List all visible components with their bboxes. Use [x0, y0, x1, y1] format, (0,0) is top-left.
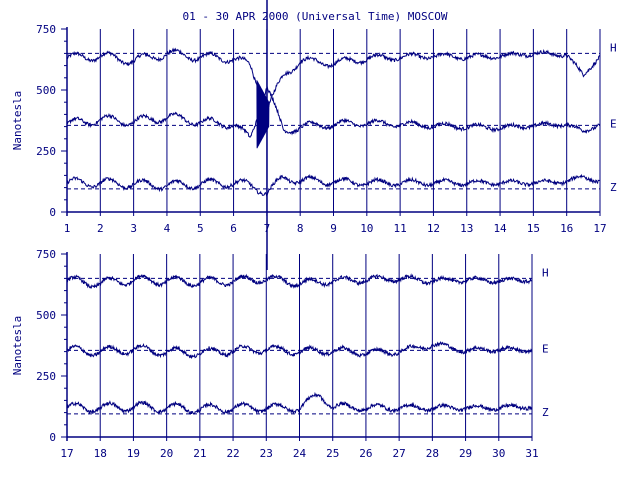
chart-panel-bottom: 0 250 500 750 17 18 19 20 21 22 23 24 25 26 27 28 29 30 31…	[11, 248, 549, 460]
x-tick-label: 19	[127, 447, 140, 460]
x-tick-label: 26	[359, 447, 372, 460]
y-tick-label: 0	[49, 206, 56, 219]
series-label-e: E	[610, 117, 617, 130]
y-tick-label: 750	[36, 248, 56, 261]
x-tick-label: 4	[164, 222, 171, 235]
chart-panel-top: 02505007501234567891011121314151617Nanot…	[11, 23, 617, 235]
x-tick-label: 18	[94, 447, 107, 460]
x-tick-label: 23	[260, 447, 273, 460]
series-label-z: Z	[542, 406, 549, 419]
series-line-e	[66, 85, 601, 139]
x-tick-label: 17	[60, 447, 73, 460]
x-tick-label: 22	[226, 447, 239, 460]
y-tick-label: 500	[36, 84, 56, 97]
x-tick-label: 9	[330, 222, 337, 235]
x-tick-label: 12	[427, 222, 440, 235]
series-label-h: H	[610, 41, 617, 54]
x-tick-label: 5	[197, 222, 204, 235]
x-tick-label: 27	[393, 447, 406, 460]
series-label-h: H	[542, 266, 549, 279]
y-tick-label: 500	[36, 309, 56, 322]
x-tick-label: 13	[460, 222, 473, 235]
x-tick-label: 17	[593, 222, 606, 235]
series-label-z: Z	[610, 181, 617, 194]
x-tick-label: 11	[394, 222, 407, 235]
series-line-h	[66, 47, 601, 113]
x-tick-label: 31	[525, 447, 538, 460]
x-tick-label: 3	[130, 222, 137, 235]
y-tick-label: 250	[36, 370, 56, 383]
x-tick-label: 8	[297, 222, 304, 235]
x-tick-label: 14	[493, 222, 507, 235]
x-tick-label: 21	[193, 447, 206, 460]
x-tick-label: 30	[492, 447, 505, 460]
x-tick-label: 6	[230, 222, 237, 235]
x-tick-label: 10	[360, 222, 373, 235]
x-tick-label: 16	[560, 222, 573, 235]
x-tick-label: 1	[64, 222, 71, 235]
y-tick-label: 0	[49, 431, 56, 444]
series-line-h	[66, 273, 533, 289]
x-tick-label: 28	[426, 447, 439, 460]
series-line-e	[67, 341, 533, 360]
x-tick-label: 2	[97, 222, 104, 235]
y-axis-label: Nanotesla	[11, 91, 24, 151]
y-tick-label: 750	[36, 23, 56, 36]
y-axis-label: Nanotesla	[11, 316, 24, 376]
x-tick-label: 25	[326, 447, 339, 460]
series-label-e: E	[542, 342, 549, 355]
x-tick-label: 20	[160, 447, 173, 460]
chart-title: 01 - 30 APR 2000 (Universal Time) MOSCOW	[183, 10, 448, 23]
x-tick-label: 15	[527, 222, 540, 235]
series-line-z	[66, 391, 533, 416]
x-tick-label: 29	[459, 447, 472, 460]
x-tick-label: 24	[293, 447, 307, 460]
y-tick-label: 250	[36, 145, 56, 158]
series-line-z	[66, 173, 601, 197]
